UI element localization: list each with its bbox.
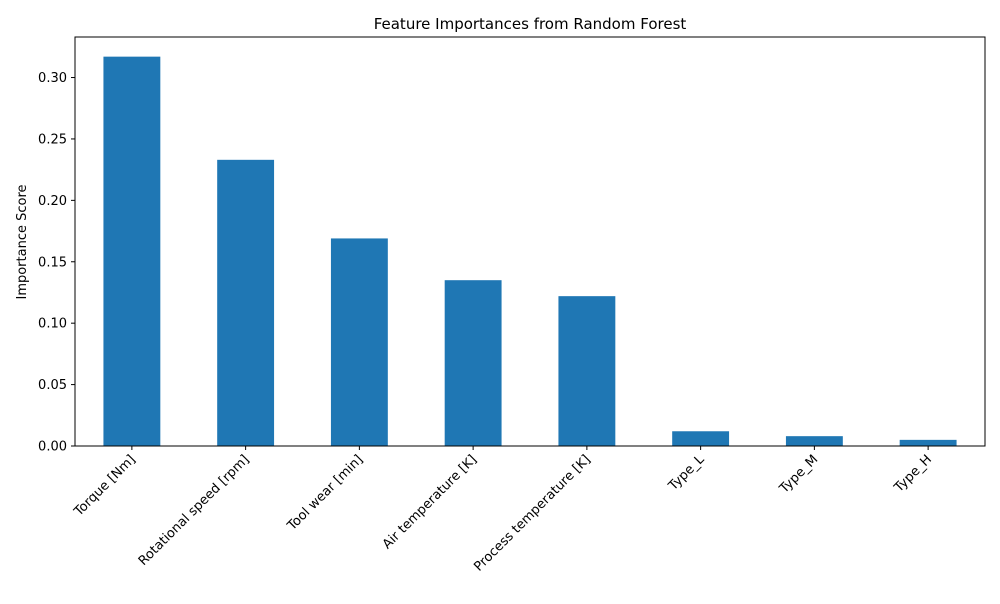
bars-group (103, 56, 957, 447)
y-tick-label: 0.20 (38, 194, 67, 209)
bar (899, 439, 957, 446)
bar (103, 56, 161, 447)
x-tick-label: Tool wear [min] (284, 452, 366, 534)
bar (672, 431, 730, 446)
y-tick-label: 0.25 (38, 132, 67, 147)
x-tick-label: Torque [Nm] (71, 452, 139, 520)
y-tick-label: 0.05 (38, 378, 67, 393)
x-tick-label: Type_L (665, 452, 708, 495)
plot-frame (74, 36, 986, 447)
x-tick-label: Rotational speed [rpm] (136, 452, 253, 569)
bar (558, 296, 616, 446)
y-tick-label: 0.00 (38, 440, 67, 455)
x-tick-label: Type_M (776, 452, 821, 497)
bar (330, 238, 388, 446)
x-tick-label: Air temperature [K] (380, 452, 480, 552)
x-tick-label: Process temperature [K] (471, 452, 593, 574)
y-tick-label: 0.10 (38, 317, 67, 332)
chart-title: Feature Importances from Random Forest (374, 15, 687, 33)
x-axis-ticks: Torque [Nm]Rotational speed [rpm] Tool we… (71, 446, 935, 575)
y-axis-ticks: 0.00 0.05 0.10 0.15 0.20 0.25 0.30 (38, 71, 75, 455)
x-tick-label: Type_H (891, 452, 935, 496)
bar (785, 436, 843, 446)
y-axis-label: Importance Score (15, 184, 30, 299)
y-tick-label: 0.30 (38, 71, 67, 86)
bar (217, 159, 275, 446)
y-tick-label: 0.15 (38, 255, 67, 270)
bar (444, 280, 502, 446)
